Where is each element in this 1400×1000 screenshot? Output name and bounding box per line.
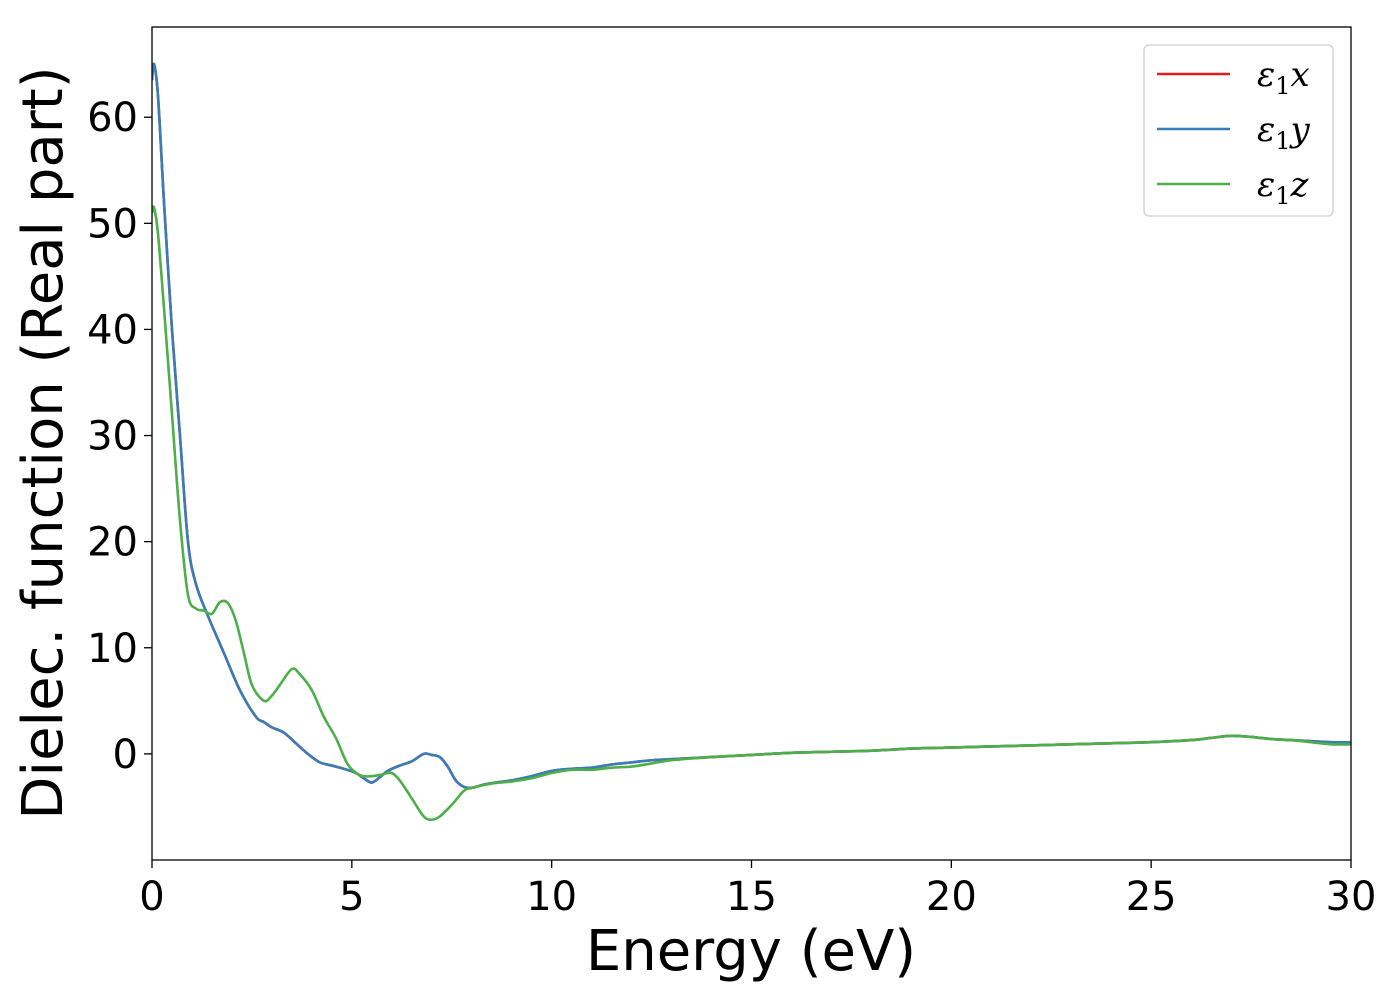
x-tick-label: 30 (1326, 874, 1377, 920)
y-tick-label: 60 (87, 95, 138, 141)
x-tick-label: 5 (339, 874, 364, 920)
legend-box (1143, 44, 1334, 217)
y-tick-label: 50 (87, 201, 138, 247)
y-tick-label: 0 (113, 732, 138, 778)
y-tick-label: 40 (87, 307, 138, 353)
y-tick-label: 10 (87, 626, 138, 672)
x-tick-label: 15 (726, 874, 777, 920)
y-tick-label: 20 (87, 520, 138, 566)
legend-label-y: ε1y (1257, 110, 1311, 155)
x-tick-label: 20 (926, 874, 977, 920)
legend-label-x: ε1x (1257, 55, 1310, 100)
legend-label-z: ε1z (1257, 165, 1310, 210)
y-axis-title: Dielec. function (Real part) (11, 66, 76, 819)
x-axis: 0 5 10 15 20 25 30 (139, 860, 1376, 920)
y-axis: 0 10 20 30 40 50 60 (87, 95, 152, 778)
y-tick-label: 30 (87, 414, 138, 460)
x-tick-label: 10 (526, 874, 577, 920)
x-tick-label: 0 (139, 874, 164, 920)
series-layer (152, 62, 1351, 821)
x-axis-title: Energy (eV) (586, 919, 916, 984)
legend: ε1x ε1y ε1z (1143, 44, 1334, 217)
series-line-z (152, 205, 1351, 821)
x-tick-label: 25 (1126, 874, 1177, 920)
